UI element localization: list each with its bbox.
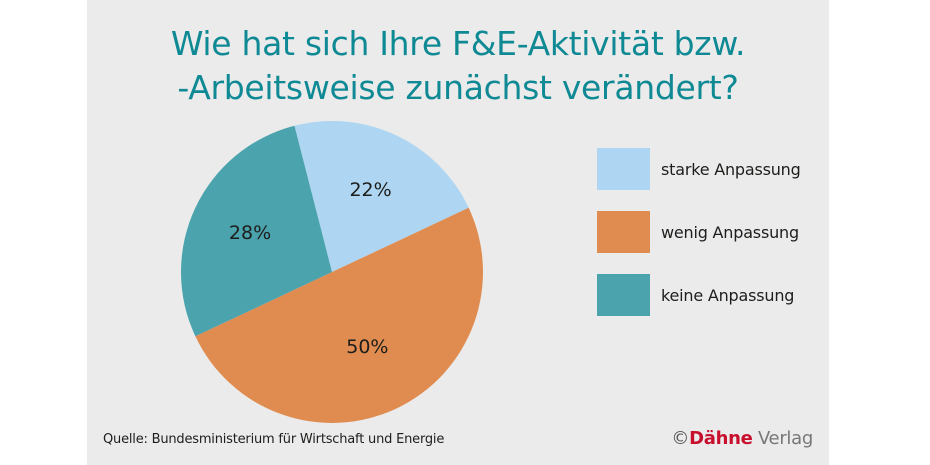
copyright-logo: ©Dähne Verlag [671, 428, 813, 449]
pie-svg [181, 121, 483, 423]
legend-label: keine Anpassung [661, 285, 795, 305]
pie-slice-starke [294, 121, 469, 273]
legend-swatch-wenig [597, 211, 650, 253]
legend-label: wenig Anpassung [661, 222, 799, 242]
title-line-2: -Arbeitsweise zunächst verändert? [177, 68, 739, 107]
pie-slice-keine [181, 125, 332, 337]
slice-label-starke: 22% [349, 179, 392, 202]
slice-label-keine: 28% [228, 222, 272, 245]
chart-title: Wie hat sich Ihre F&E-Aktivität bzw. -Ar… [87, 22, 829, 110]
brand-suffix: Verlag [757, 428, 813, 449]
title-line-1: Wie hat sich Ihre F&E-Aktivität bzw. [170, 24, 746, 63]
slice-label-wenig: 50% [346, 336, 389, 359]
legend-item-wenig: wenig Anpassung [597, 211, 801, 253]
legend-label: starke Anpassung [661, 159, 801, 179]
legend-item-starke: starke Anpassung [597, 148, 801, 190]
legend-item-keine: keine Anpassung [597, 274, 801, 316]
pie-slice-wenig [195, 207, 483, 423]
brand-name: Dähne [689, 428, 753, 449]
source-note: Quelle: Bundesministerium für Wirtschaft… [103, 432, 445, 447]
legend: starke Anpassung wenig Anpassung keine A… [597, 148, 801, 337]
pie-chart: 22% 50% 28% [181, 121, 483, 423]
legend-swatch-keine [597, 274, 650, 316]
copyright-icon: © [671, 428, 690, 449]
legend-swatch-starke [597, 148, 650, 190]
chart-panel: Wie hat sich Ihre F&E-Aktivität bzw. -Ar… [87, 0, 829, 465]
